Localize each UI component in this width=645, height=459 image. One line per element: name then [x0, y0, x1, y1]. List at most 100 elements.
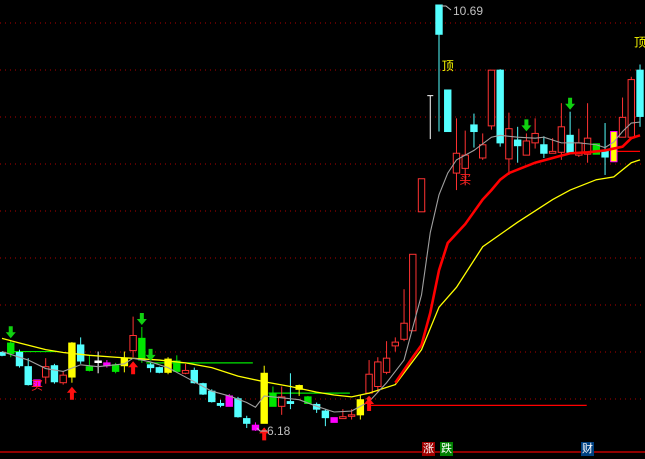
candle: [173, 355, 181, 372]
candle: [85, 355, 94, 372]
candle: [146, 362, 155, 373]
high-price-label: 10.69: [453, 4, 483, 18]
candle-body: [330, 417, 338, 423]
sell-arrow-icon: [521, 119, 532, 132]
candle: [260, 365, 268, 424]
candle-body: [365, 373, 373, 394]
candle-body: [522, 140, 531, 156]
candle: [531, 118, 539, 149]
candle-body: [286, 401, 295, 404]
candle-body: [347, 414, 356, 417]
candle: [417, 178, 426, 213]
candle: [435, 4, 443, 132]
candle: [557, 103, 566, 160]
candle-body: [548, 150, 557, 154]
candle-body: [190, 369, 198, 384]
candle-body: [618, 116, 627, 138]
candle-body: [356, 399, 365, 416]
sell-arrow-icon: [136, 313, 147, 326]
candle-body: [181, 369, 190, 374]
buy-label: 买: [31, 378, 43, 392]
candle: [50, 363, 59, 384]
candle: [76, 337, 85, 364]
candle-body: [234, 398, 242, 418]
candle: [382, 341, 391, 375]
candle-body: [199, 383, 207, 395]
candle: [24, 358, 32, 386]
candle: [330, 417, 338, 423]
rise-button[interactable]: 涨: [422, 442, 435, 456]
candle: [42, 358, 50, 384]
candle: [505, 112, 513, 175]
candle: [190, 367, 198, 384]
candle-body: [505, 128, 513, 160]
candle-body: [374, 361, 382, 387]
candle-body: [129, 335, 137, 352]
level-lines: [10, 150, 641, 406]
candle-body: [592, 143, 601, 155]
candle: [427, 95, 434, 140]
candle-body: [321, 410, 330, 419]
candle-body: [400, 322, 408, 340]
candle-body: [251, 424, 260, 431]
candle: [199, 382, 207, 395]
low-price-marker: 6.18: [256, 424, 291, 438]
ma-mid-line: [394, 134, 641, 384]
candle-body: [24, 366, 32, 386]
candle-body: [409, 253, 417, 332]
sell-arrow-icon: [5, 326, 16, 339]
candle: [15, 349, 24, 368]
candle-body: [76, 344, 85, 362]
buy-arrow-icon: [128, 361, 139, 375]
sell-arrow-icon: [565, 97, 576, 110]
candle-body: [260, 372, 268, 424]
candle: [627, 76, 635, 138]
high-price-marker: 10.69: [441, 4, 483, 18]
candle: [374, 357, 382, 393]
finance-button[interactable]: 财: [581, 442, 594, 456]
candle: [548, 138, 557, 154]
fall-button[interactable]: 跌: [440, 442, 453, 456]
candle-body: [164, 358, 172, 373]
candle: [181, 363, 190, 375]
candle-body: [155, 367, 164, 373]
candle: [496, 69, 504, 147]
candle: [636, 64, 644, 127]
candle-body: [566, 134, 574, 153]
candle: [251, 422, 260, 431]
candle-body: [94, 360, 102, 363]
candles: [0, 4, 644, 431]
candle: [540, 136, 548, 158]
candle-body: [513, 139, 522, 147]
candle-body: [391, 341, 400, 347]
candle-body: [452, 152, 461, 174]
candle: [365, 360, 373, 395]
candle: [68, 342, 76, 383]
candle: [400, 289, 408, 342]
candle: [94, 351, 102, 374]
buy-arrow-icon: [66, 386, 77, 400]
candle-body: [277, 396, 286, 407]
candle-body: [583, 137, 592, 155]
candle: [129, 316, 137, 358]
candle: [522, 133, 531, 156]
candle-body: [540, 144, 548, 154]
price-gridlines: [0, 22, 645, 400]
candle: [312, 402, 321, 413]
candle: [610, 131, 618, 163]
candle: [164, 357, 172, 375]
candle-body: [85, 366, 94, 371]
candle-body: [382, 357, 391, 373]
top-label: 顶: [442, 59, 454, 73]
buy-label: 买: [459, 172, 471, 186]
candle-body: [7, 342, 15, 354]
candle: [470, 113, 478, 148]
candle: [33, 379, 41, 387]
candle: [155, 366, 164, 374]
candle: [295, 384, 303, 396]
candle: [321, 409, 330, 427]
candle-body: [243, 418, 251, 424]
candle-body: [216, 402, 225, 406]
